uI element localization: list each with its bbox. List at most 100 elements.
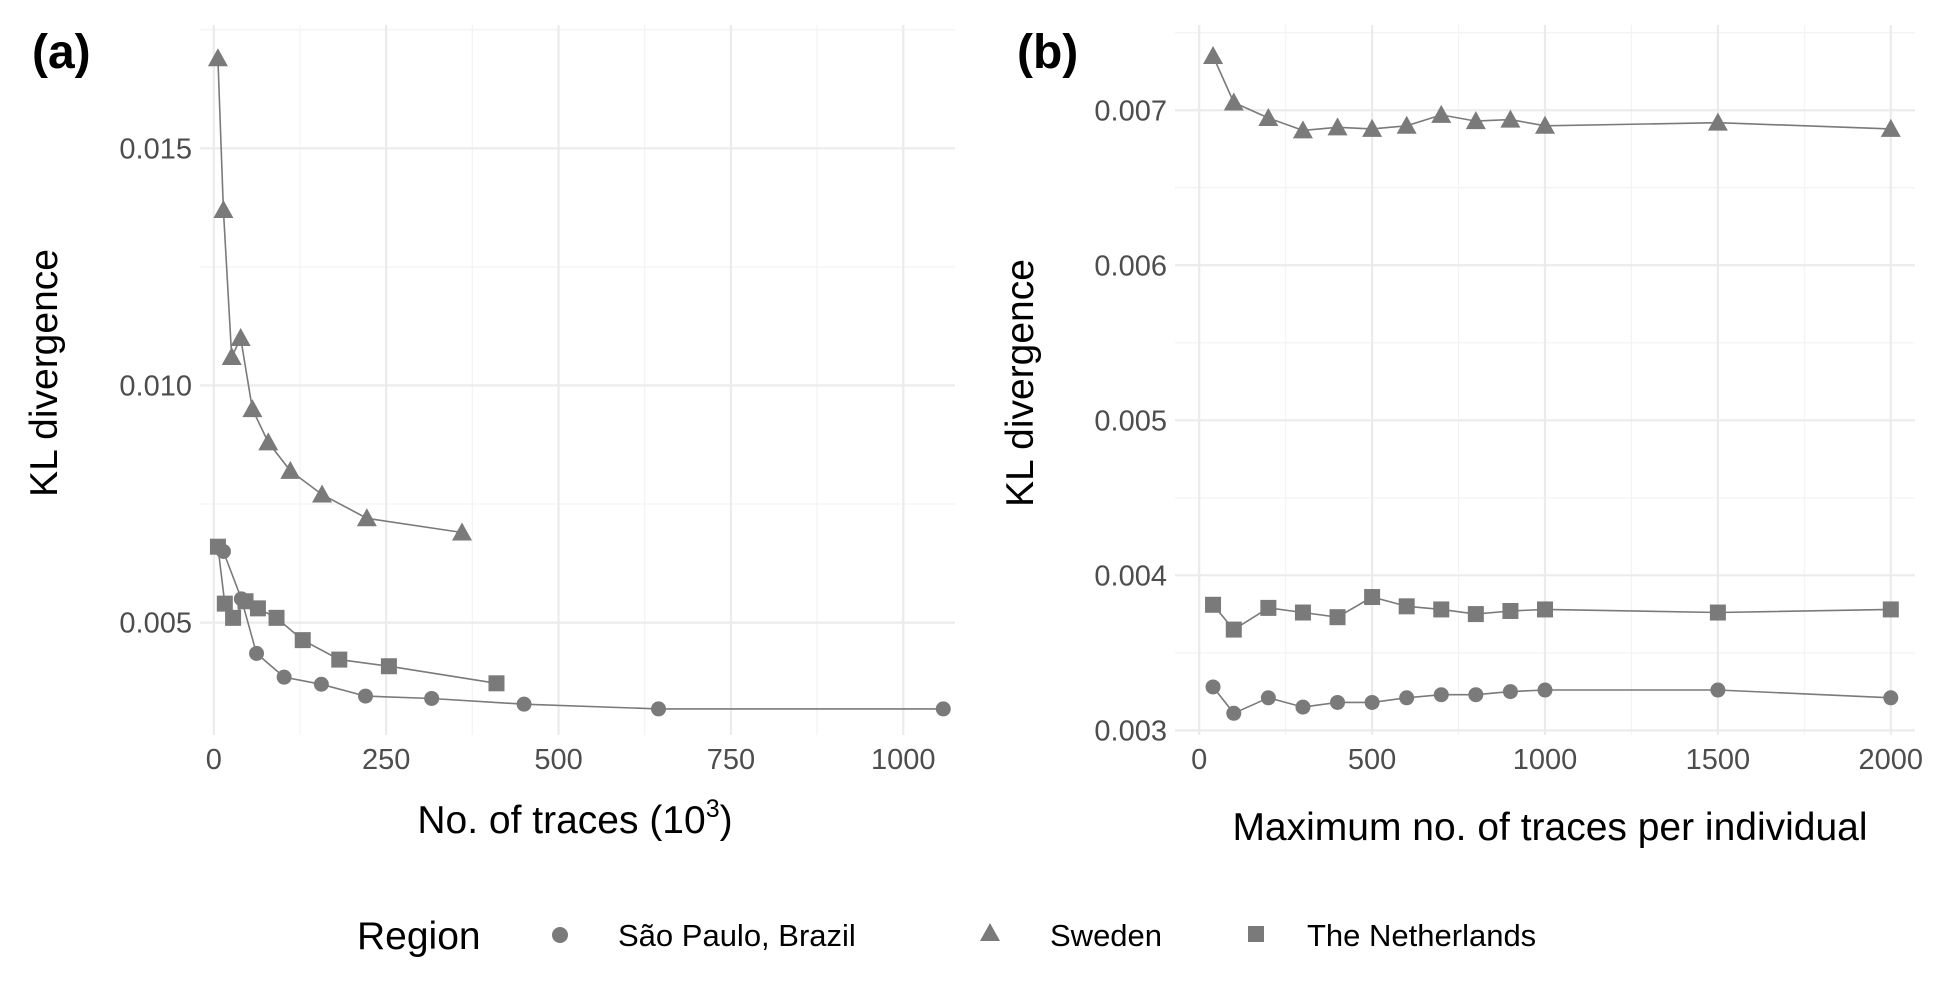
point-sweden [258,432,279,451]
point-sao-paulo-brazil [1295,699,1311,715]
point-the-netherlands [237,593,254,610]
x-tick-label: 1500 [1686,744,1751,776]
panel-b-label: (b) [1017,26,1078,79]
y-tick-label: 0.005 [119,608,192,640]
panel-a: (a) 0 250 500 750 1000 0.005 0.010 0.015 No. o… [23,25,955,842]
point-sao-paulo-brazil [1883,690,1899,706]
point-sweden [1327,117,1348,136]
legend-marker-triangle [980,923,1000,941]
point-the-netherlands [1882,601,1899,618]
panel-b-x-axis-title: Maximum no. of traces per individual [1232,806,1867,849]
panel-a-x-ticks: 0 250 500 750 1000 [206,744,936,776]
panel-b: (b) 0 500 1000 1500 2000 0.0030.0040.0050.00… [999,25,1923,849]
point-sweden [452,522,473,541]
point-the-netherlands [1205,596,1222,613]
point-sweden [242,399,263,418]
point-the-netherlands [294,632,311,649]
point-sao-paulo-brazil [313,676,329,692]
legend-marker-circle [552,927,568,943]
point-sweden [1431,104,1452,123]
panel-a-x-axis-title: No. of traces (103) [417,795,732,842]
point-the-netherlands [209,538,226,555]
y-tick-label: 0.006 [1094,250,1167,282]
panel-a-grid [200,25,955,735]
point-the-netherlands [331,651,348,668]
legend: Region São Paulo, Brazil Sweden The Neth… [357,915,1536,958]
point-sweden [1500,109,1521,128]
panel-b-series [1203,46,1901,721]
point-the-netherlands [1329,609,1346,626]
point-sao-paulo-brazil [1205,679,1221,695]
series-line-sweden [1212,55,1891,132]
legend-label-sao-paulo: São Paulo, Brazil [618,918,856,953]
point-sao-paulo-brazil [935,701,951,717]
point-the-netherlands [1294,604,1311,621]
point-sweden [1292,120,1313,139]
point-the-netherlands [216,595,233,612]
x-tick-label: 1000 [871,744,936,776]
point-sweden [1396,115,1417,134]
panel-b-y-ticks: 0.003 0.004 0.005 0.006 0.007 [1094,95,1167,747]
y-tick-label: 0.015 [119,133,192,165]
y-tick-label: 0.005 [1094,405,1167,437]
point-sao-paulo-brazil [516,696,532,712]
point-sao-paulo-brazil [1364,694,1380,710]
point-sweden [1258,108,1279,127]
point-sao-paulo-brazil [276,669,292,685]
y-tick-label: 0.010 [119,370,192,402]
legend-marker-square [1248,926,1264,942]
panel-a-x-axis-title-main: No. of traces (10 [417,799,705,842]
point-the-netherlands [249,600,266,617]
point-sweden [207,48,228,67]
point-sao-paulo-brazil [424,690,440,706]
point-sao-paulo-brazil [249,645,265,661]
point-the-netherlands [1433,601,1450,618]
x-tick-label: 2000 [1859,744,1924,776]
point-the-netherlands [225,609,242,626]
y-tick-label: 0.004 [1094,560,1167,592]
x-tick-label: 500 [534,744,582,776]
panel-b-x-ticks: 0 500 1000 1500 2000 [1191,744,1923,776]
point-the-netherlands [1260,599,1277,616]
point-sao-paulo-brazil [1468,687,1484,703]
panel-a-x-axis-title-superscript: 3 [706,795,720,823]
x-tick-label: 0 [206,744,222,776]
point-the-netherlands [1398,598,1415,615]
x-tick-label: 1000 [1513,744,1578,776]
panel-a-label: (a) [32,26,91,79]
point-sao-paulo-brazil [1537,682,1553,698]
legend-label-netherlands: The Netherlands [1307,918,1536,953]
legend-title: Region [357,915,481,958]
panel-b-y-axis-title: KL divergence [999,259,1042,507]
y-tick-label: 0.007 [1094,95,1167,127]
point-the-netherlands [1467,606,1484,623]
panel-a-y-axis-title: KL divergence [23,249,66,497]
point-sao-paulo-brazil [1260,690,1276,706]
point-sweden [1203,46,1224,65]
series-line-sweden [217,58,463,534]
point-sweden [1707,112,1728,131]
point-sao-paulo-brazil [1433,687,1449,703]
point-sweden [1535,115,1555,134]
point-sao-paulo-brazil [1502,684,1518,700]
point-sweden [230,328,251,347]
point-sweden [221,346,242,365]
point-sweden [280,460,301,479]
point-sweden [1362,118,1383,137]
legend-label-sweden: Sweden [1050,918,1162,953]
point-sweden [1880,118,1901,137]
x-tick-label: 250 [362,744,410,776]
point-the-netherlands [1502,602,1519,619]
point-sweden [356,508,377,527]
point-sao-paulo-brazil [651,701,667,717]
point-sao-paulo-brazil [1710,682,1726,698]
x-tick-label: 500 [1348,744,1396,776]
panel-b-grid [1175,25,1915,735]
point-the-netherlands [1364,589,1381,606]
point-the-netherlands [1225,621,1242,638]
point-sao-paulo-brazil [357,688,373,704]
point-sao-paulo-brazil [1226,705,1242,721]
point-sweden [312,484,333,503]
point-the-netherlands [488,675,505,692]
